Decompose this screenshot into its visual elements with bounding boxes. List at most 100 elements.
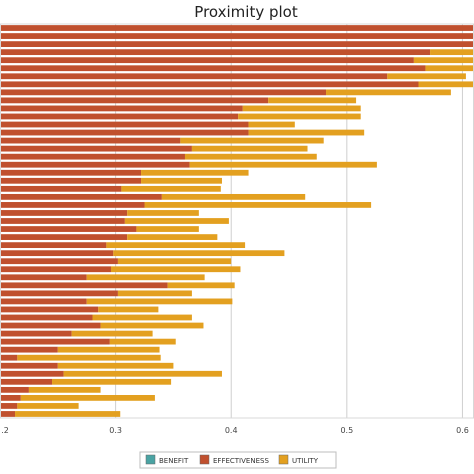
bar-effectiveness [0, 202, 145, 208]
bar-utility [124, 218, 229, 224]
bar-utility [418, 81, 474, 88]
bar-effectiveness [0, 411, 16, 417]
bar-effectiveness [0, 298, 87, 305]
bar-effectiveness [0, 113, 239, 120]
bar-utility [92, 314, 192, 321]
bar-effectiveness [0, 250, 114, 257]
bar-effectiveness [0, 210, 128, 216]
bar-effectiveness [0, 242, 107, 249]
bar-utility [248, 129, 365, 136]
bar-effectiveness [0, 81, 419, 88]
legend-swatch [145, 454, 156, 465]
x-tick-label: 0.4 [225, 426, 238, 435]
bar-utility [86, 274, 205, 281]
x-tick-label: .2 [1, 426, 9, 435]
bar-effectiveness [0, 33, 474, 39]
bar-effectiveness [0, 370, 64, 377]
bar-effectiveness [0, 338, 110, 345]
bar-effectiveness [0, 145, 192, 152]
bar-utility [167, 282, 235, 289]
bar-utility [28, 386, 101, 393]
bar-effectiveness [0, 226, 137, 232]
bar-utility [63, 370, 222, 377]
x-axis-ticks: .2 0.3 0.4 0.5 0.6 [1, 426, 469, 435]
bar-utility [20, 395, 155, 401]
bar-effectiveness [0, 378, 53, 385]
bar-effectiveness [0, 306, 99, 313]
bar-effectiveness [0, 49, 431, 56]
bar-effectiveness [0, 97, 269, 104]
legend-label: EFFECTIVENESS [213, 457, 269, 465]
bar-utility [71, 330, 153, 337]
bar-utility [15, 411, 121, 417]
bar-utility [110, 266, 241, 273]
bar-effectiveness [0, 89, 327, 96]
bar-effectiveness [0, 274, 87, 281]
bar-effectiveness [0, 386, 29, 393]
bar-effectiveness [0, 153, 185, 160]
bar-utility [117, 258, 232, 265]
bar-utility [136, 226, 199, 232]
x-tick-label: 0.6 [456, 426, 469, 435]
bar-utility [387, 73, 466, 80]
bar-utility [238, 113, 361, 120]
bar-utility [144, 202, 372, 208]
x-tick-label: 0.3 [109, 426, 122, 435]
bar-effectiveness [0, 290, 118, 297]
bar-effectiveness [0, 161, 190, 168]
bar-utility [117, 290, 192, 297]
bars-group [0, 25, 474, 417]
bar-utility [180, 137, 324, 144]
bar-utility [109, 338, 176, 345]
bar-utility [113, 250, 285, 257]
x-tick-label: 0.5 [340, 426, 353, 435]
bar-utility [184, 153, 317, 160]
bar-effectiveness [0, 73, 388, 80]
bar-utility [17, 403, 79, 409]
bar-effectiveness [0, 322, 101, 329]
bar-effectiveness [0, 258, 118, 265]
bar-utility [52, 378, 172, 385]
legend-swatch [278, 454, 289, 465]
bar-utility [57, 346, 160, 353]
bar-effectiveness [0, 218, 125, 224]
legend: BENEFIT EFFECTIVENESS UTILITY [139, 451, 337, 469]
bar-effectiveness [0, 57, 414, 64]
bar-effectiveness [0, 129, 249, 136]
bar-effectiveness [0, 105, 243, 112]
bar-effectiveness [0, 330, 72, 337]
bar-effectiveness [0, 193, 162, 200]
bar-effectiveness [0, 346, 58, 353]
bar-effectiveness [0, 314, 93, 321]
bar-effectiveness [0, 362, 58, 369]
bar-utility [57, 362, 174, 369]
bar-utility [326, 89, 451, 96]
bar-utility [191, 145, 308, 152]
legend-swatch [199, 454, 210, 465]
bar-utility [127, 234, 218, 240]
bar-utility [86, 298, 233, 305]
bar-utility [242, 105, 361, 112]
bar-effectiveness [0, 185, 122, 192]
bar-utility [268, 97, 357, 104]
bar-utility [425, 65, 474, 72]
bar-effectiveness [0, 121, 249, 128]
bar-utility [413, 57, 474, 64]
bar-utility [98, 306, 159, 313]
bar-utility [141, 177, 222, 184]
bar-utility [17, 354, 161, 361]
bar-utility [248, 121, 295, 128]
bar-utility [127, 210, 199, 216]
chart-title: Proximity plot [194, 3, 298, 21]
bar-effectiveness [0, 41, 474, 47]
bar-effectiveness [0, 354, 18, 361]
bar-utility [189, 161, 377, 168]
bar-effectiveness [0, 137, 181, 144]
bar-utility [121, 185, 221, 192]
bar-effectiveness [0, 234, 128, 240]
bar-utility [141, 169, 249, 176]
bar-effectiveness [0, 403, 18, 409]
legend-label: BENEFIT [159, 457, 189, 465]
bar-effectiveness [0, 266, 111, 273]
